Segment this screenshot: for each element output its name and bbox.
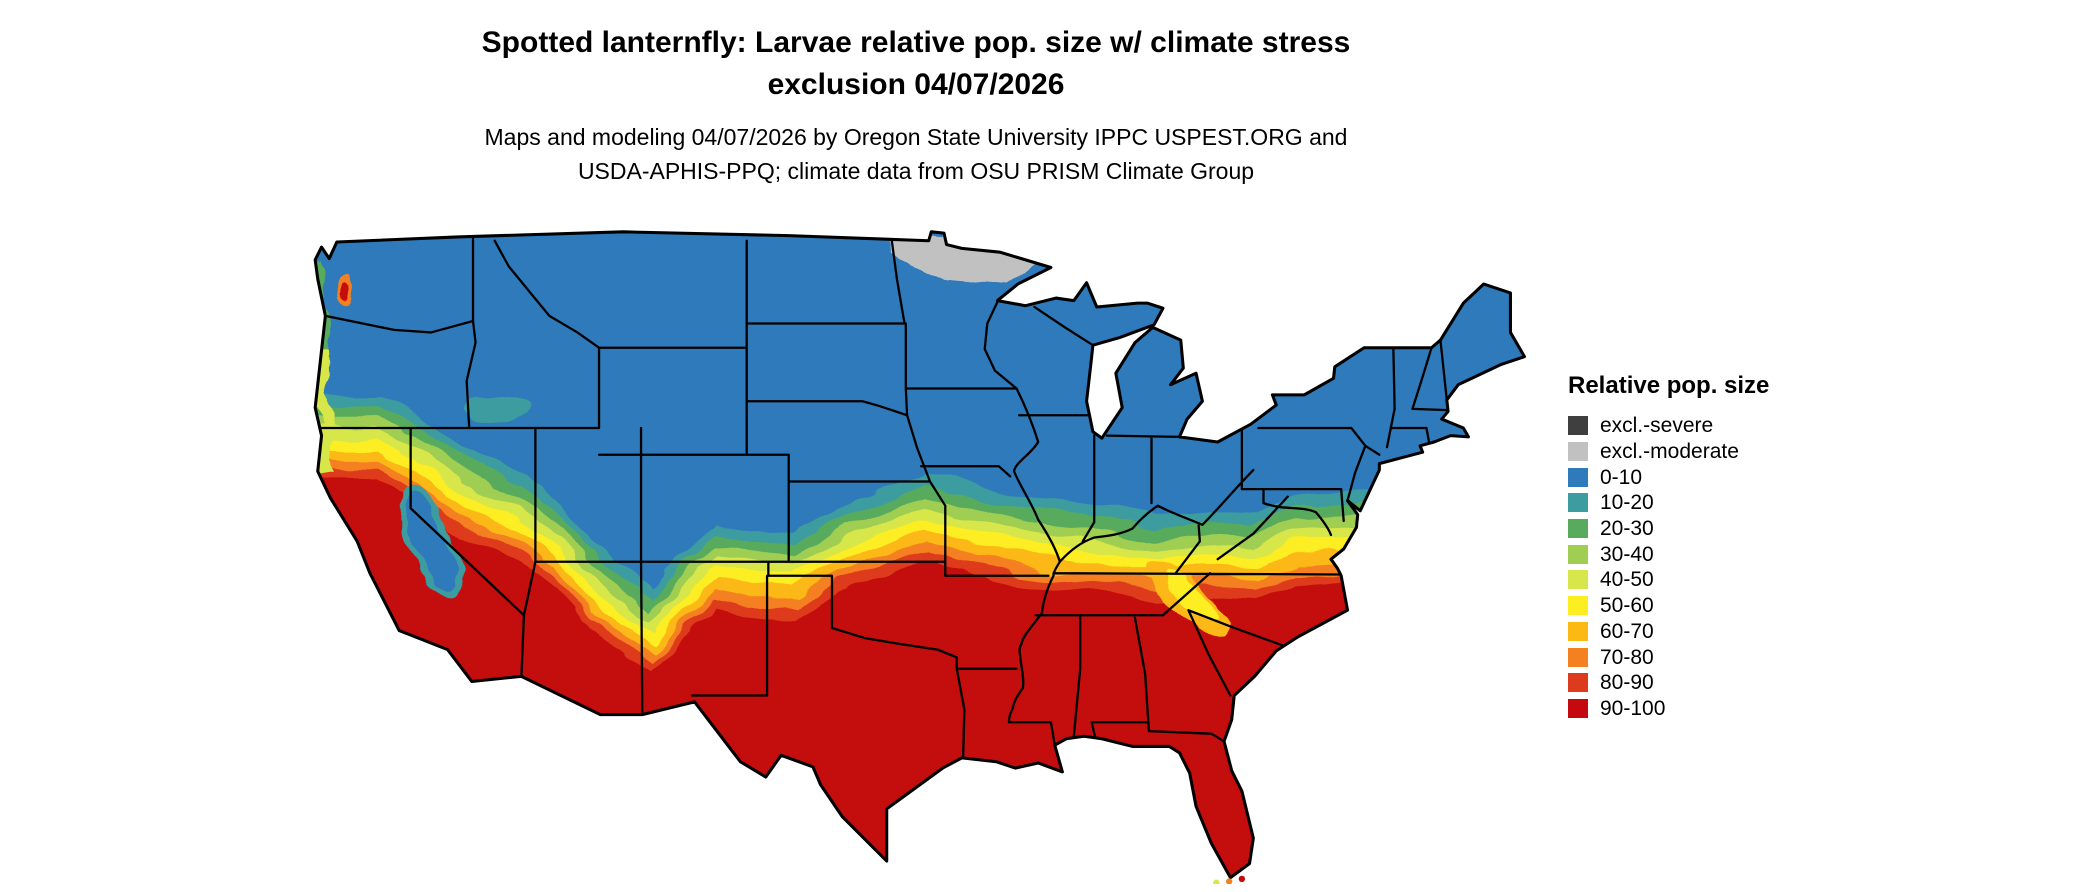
legend-color-swatch xyxy=(1568,621,1588,641)
legend-row: 30-40 xyxy=(1568,541,1868,567)
legend-label: 30-40 xyxy=(1600,542,1654,566)
legend-color-swatch xyxy=(1568,416,1588,436)
legend-row: 50-60 xyxy=(1568,593,1868,619)
snake-plain-patch xyxy=(465,398,527,420)
keys-dot xyxy=(1238,875,1246,883)
legend-label: 90-100 xyxy=(1600,696,1666,720)
title-line-2: exclusion 04/07/2026 xyxy=(767,68,1065,101)
legend-row: 70-80 xyxy=(1568,644,1868,670)
legend-color-swatch xyxy=(1568,544,1588,564)
keys-dot xyxy=(1213,879,1220,884)
legend-label: 50-60 xyxy=(1600,594,1654,618)
legend-row: 10-20 xyxy=(1568,490,1868,516)
legend-label: excl.-severe xyxy=(1600,414,1714,438)
legend-color-swatch xyxy=(1568,596,1588,616)
us-map-svg xyxy=(313,230,1526,884)
florida-keys xyxy=(1213,875,1246,884)
legend-color-swatch xyxy=(1568,467,1588,487)
legend-row: 0-10 xyxy=(1568,464,1868,490)
legend-label: 70-80 xyxy=(1600,645,1654,669)
legend-row: 90-100 xyxy=(1568,696,1868,722)
appalachian-yellow-streak xyxy=(1162,573,1220,620)
legend-rows: excl.-severe excl.-moderate 0-10 10-20 xyxy=(1568,413,1868,721)
legend-color-swatch xyxy=(1568,570,1588,590)
legend-label: 20-30 xyxy=(1600,517,1654,541)
keys-dot xyxy=(1225,878,1233,884)
legend-row: excl.-severe xyxy=(1568,413,1868,439)
figure-header: Spotted lanternfly: Larvae relative pop.… xyxy=(316,22,1516,188)
legend-color-swatch xyxy=(1568,442,1588,462)
legend-color-swatch xyxy=(1568,647,1588,667)
legend-label: 40-50 xyxy=(1600,568,1654,592)
us-outline xyxy=(313,230,1526,880)
legend-row: 60-70 xyxy=(1568,619,1868,645)
us-map xyxy=(305,228,1527,884)
figure-subtitle: Maps and modeling 04/07/2026 by Oregon S… xyxy=(316,120,1516,188)
legend-title: Relative pop. size xyxy=(1568,372,1770,399)
subtitle-line-1: Maps and modeling 04/07/2026 by Oregon S… xyxy=(484,124,1348,150)
state-borders xyxy=(320,237,1450,760)
legend-row: 40-50 xyxy=(1568,567,1868,593)
legend-label: excl.-moderate xyxy=(1600,440,1739,464)
legend-row: 80-90 xyxy=(1568,670,1868,696)
page-title: Spotted lanternfly: Larvae relative pop.… xyxy=(316,22,1516,106)
title-line-1: Spotted lanternfly: Larvae relative pop.… xyxy=(481,26,1351,59)
subtitle-line-2: USDA-APHIS-PPQ; climate data from OSU PR… xyxy=(577,158,1255,184)
legend-color-swatch xyxy=(1568,673,1588,693)
legend-color-swatch xyxy=(1568,519,1588,539)
map-fill-area xyxy=(315,231,1525,878)
legend-color-swatch xyxy=(1568,493,1588,513)
legend-row: excl.-moderate xyxy=(1568,439,1868,465)
legend-label: 0-10 xyxy=(1600,465,1643,489)
puget-hot-spot xyxy=(343,281,353,297)
legend-label: 60-70 xyxy=(1600,619,1654,643)
legend: Relative pop. size excl.-severe excl.-mo… xyxy=(1568,372,1868,721)
legend-color-swatch xyxy=(1568,698,1588,718)
legend-label: 80-90 xyxy=(1600,671,1654,695)
legend-label: 10-20 xyxy=(1600,491,1654,515)
legend-row: 20-30 xyxy=(1568,516,1868,542)
